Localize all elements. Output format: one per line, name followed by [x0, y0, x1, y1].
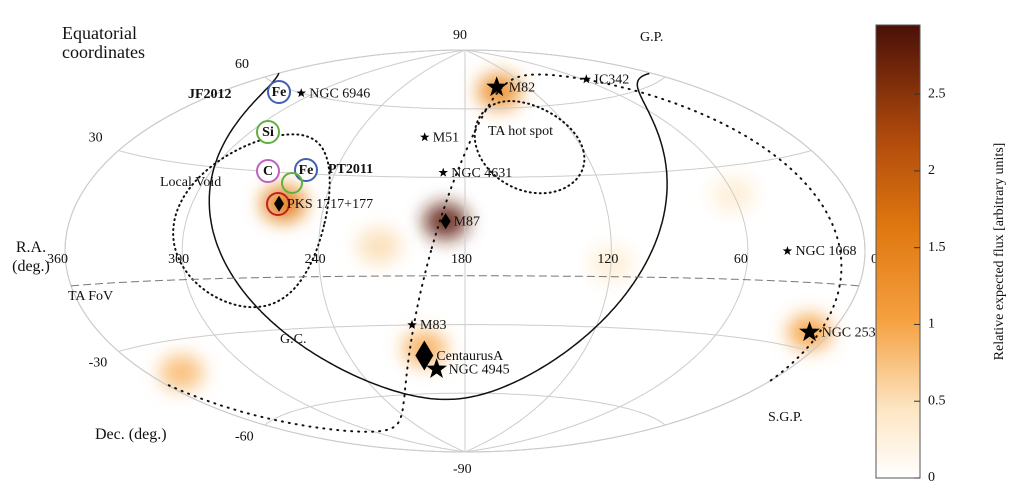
grid-line	[64, 49, 466, 453]
composition-circle	[294, 158, 318, 182]
colorbar-tick-label: 0.5	[928, 393, 946, 408]
x-tick-label: 180	[451, 252, 472, 267]
y-tick-label: -60	[235, 429, 254, 444]
colorbar-label: Relative expected flux [arbitrary units]	[992, 143, 1007, 361]
source-marker	[296, 88, 306, 98]
source-label: IC342	[594, 73, 629, 88]
source-label: NGC 4945	[449, 362, 510, 377]
colorbar-tick-label: 0	[928, 470, 935, 485]
composition-label: Fe	[272, 85, 287, 100]
x-tick-label: 360	[47, 252, 68, 267]
composition-label: Fe	[299, 163, 314, 178]
x-tick-label: 120	[597, 252, 618, 267]
source-label: M51	[433, 130, 459, 145]
composition-label: Si	[262, 125, 274, 140]
annotation: S.G.P.	[768, 410, 803, 425]
source-marker	[581, 74, 591, 84]
flux-spot	[356, 227, 401, 264]
source-label: NGC 6946	[309, 86, 370, 101]
y-axis-label: Dec. (deg.)	[95, 426, 167, 443]
source-marker	[426, 358, 447, 378]
source-marker	[440, 213, 451, 230]
annotation: G.C.	[280, 332, 306, 347]
source-label: NGC 4631	[451, 166, 512, 181]
y-tick-label: 30	[89, 131, 103, 146]
flux-spot	[159, 354, 204, 391]
colorbar-tick-label: 1	[928, 317, 935, 332]
grid-line	[264, 392, 666, 426]
colorbar	[875, 24, 921, 479]
ta-hot-spot	[473, 99, 586, 195]
annotation: TA hot spot	[488, 124, 553, 139]
grid-line	[264, 76, 666, 110]
composition-circle	[266, 192, 290, 216]
source-label: NGC 253	[822, 325, 876, 340]
ta-fov	[71, 275, 859, 287]
source-marker	[415, 340, 434, 371]
grid-line	[181, 49, 466, 453]
source-label: CentaurusA	[436, 349, 504, 364]
grid-line	[464, 49, 612, 453]
composition-circle	[267, 80, 291, 104]
source-marker	[782, 246, 793, 255]
y-tick-label: -90	[453, 462, 472, 477]
annotation: PT2011	[328, 162, 373, 177]
annotation: G.P.	[640, 30, 663, 45]
annotation: Local Void	[160, 175, 221, 190]
source-marker	[274, 195, 285, 212]
y-tick-label: 90	[453, 28, 467, 43]
composition-circle	[256, 120, 280, 144]
source-marker	[407, 319, 417, 329]
supergalactic-plane	[162, 73, 843, 433]
x-axis-label: R.A. (deg.)	[12, 239, 50, 275]
colorbar-tick-label: 2.5	[928, 86, 946, 101]
composition-label: C	[263, 164, 273, 179]
title: Equatorial coordinates	[62, 23, 145, 62]
source-label: NGC 1068	[795, 244, 856, 259]
composition-circle	[256, 159, 280, 183]
annotation: TA FoV	[68, 289, 113, 304]
colorbar-tick-label: 2	[928, 163, 935, 178]
grid-line	[118, 324, 812, 352]
source-label: M82	[509, 80, 535, 95]
y-tick-label: -30	[89, 356, 108, 371]
source-label: PKS 1717+177	[287, 197, 373, 212]
x-tick-label: 60	[734, 252, 748, 267]
source-label: M87	[454, 214, 480, 229]
colorbar-tick-label: 1.5	[928, 240, 946, 255]
galactic-plane	[208, 72, 668, 401]
composition-circle	[281, 172, 303, 194]
source-marker	[438, 167, 448, 177]
source-marker	[420, 132, 430, 142]
y-tick-label: 60	[235, 57, 249, 72]
source-marker	[799, 321, 820, 342]
jf2012-region	[172, 133, 331, 309]
source-marker	[486, 76, 508, 97]
x-tick-label: 0	[871, 252, 878, 267]
source-label: M83	[420, 318, 446, 333]
annotation: JF2012	[188, 87, 232, 102]
